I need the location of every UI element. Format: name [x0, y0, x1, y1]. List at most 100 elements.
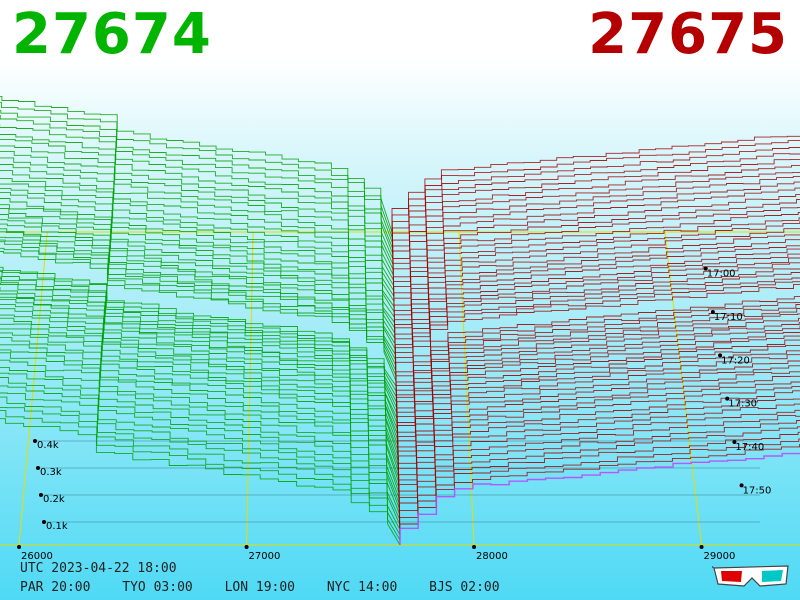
timezone-tyo: TYO 03:00	[122, 580, 193, 595]
bid-depth-line	[0, 170, 394, 291]
depth-axes: 2500026000270002800029000300000.1k0.2k0.…	[17, 266, 771, 562]
ask-depth-line	[399, 452, 800, 545]
bid-depth-line	[0, 251, 397, 381]
ask-depth-line	[399, 438, 800, 535]
time-tick-label: 17:30	[728, 399, 757, 410]
ask-depth-line	[396, 322, 800, 418]
ask-depth-line	[395, 283, 800, 381]
time-tick-mark	[732, 440, 737, 444]
bid-depth-line	[0, 223, 396, 344]
bid-depth-line	[0, 247, 397, 376]
bid-depth-line	[0, 287, 398, 418]
bid-depth-line	[0, 204, 395, 323]
bid-depth-line	[0, 277, 397, 408]
bid-depth-line	[0, 150, 394, 275]
ask-depth-line	[399, 426, 800, 524]
ask-depth-line	[398, 409, 800, 508]
bid-depth-line	[0, 328, 399, 466]
ask-depth-line	[393, 217, 800, 307]
x-tick-mark	[699, 545, 704, 549]
ask-depth-line	[392, 164, 800, 259]
time-tick-mark	[710, 310, 715, 314]
ask-depth-line	[395, 301, 800, 392]
time-tick-mark	[703, 266, 708, 271]
x-tick-mark	[472, 545, 477, 549]
bid-depth-line	[0, 269, 397, 392]
timezone-nyc: NYC 14:00	[326, 580, 398, 595]
bid-depth-line	[0, 145, 394, 270]
y-tick-mark	[39, 493, 43, 497]
ask-depth-line	[396, 325, 800, 423]
bid-depth-line	[0, 134, 394, 259]
ask-price: 27675	[588, 2, 788, 67]
ask-depth-line	[395, 304, 800, 397]
bid-depth-line	[0, 266, 397, 387]
ask-depth-line	[393, 228, 800, 317]
y-tick-label: 0.3k	[40, 467, 62, 478]
time-tick-mark	[739, 483, 744, 488]
ask-depth-line	[396, 317, 800, 413]
bid-price: 27674	[12, 2, 212, 67]
x-tick-mark	[244, 545, 249, 549]
bid-depth-line	[0, 396, 400, 530]
bid-depth-line	[0, 188, 395, 307]
bid-depth-line	[0, 418, 401, 546]
utc-time: UTC 2023-04-22 18:00	[20, 561, 177, 576]
ask-depth-line	[397, 375, 800, 476]
bid-depth-line	[0, 115, 393, 249]
bid-depth-line	[0, 323, 399, 461]
ask-depth-line	[397, 365, 800, 466]
x-grid-line	[458, 231, 475, 546]
ask-depth-line	[393, 239, 800, 328]
bid-depth-line	[0, 236, 396, 360]
ask-depth-line	[396, 335, 800, 434]
3d-glasses-icon[interactable]	[712, 562, 792, 592]
ask-depth-line	[396, 339, 800, 439]
ask-depth-line	[391, 135, 800, 232]
x-tick-label: 26000	[21, 551, 53, 562]
time-tick-label: 17:20	[721, 355, 750, 366]
timezone-lon: LON 19:00	[224, 580, 296, 595]
ask-depth-line	[392, 172, 800, 264]
bid-depth-line	[0, 337, 399, 477]
ask-depth-line	[394, 268, 800, 360]
bid-depth-line	[0, 110, 393, 243]
y-tick-mark	[36, 466, 40, 470]
bid-depth-line	[0, 385, 400, 519]
bid-depth-line	[0, 308, 398, 445]
y-tick-mark	[33, 439, 37, 443]
x-tick-mark	[17, 545, 22, 549]
ask-depth-line	[398, 390, 800, 492]
bid-depth-line	[0, 293, 398, 424]
ask-depth-line	[393, 199, 800, 291]
ask-depth-line	[395, 281, 800, 376]
y-tick-label: 0.4k	[37, 440, 59, 451]
ask-depth-line	[399, 443, 800, 540]
ask-depth-line	[394, 262, 800, 354]
bid-depth-line	[0, 124, 393, 254]
ask-depth-line	[397, 360, 800, 461]
timezone-par: PAR 20:00	[20, 580, 91, 595]
x-grid-line	[246, 231, 254, 546]
y-tick-label: 0.1k	[46, 521, 68, 532]
bid-depth-line	[0, 157, 394, 280]
bid-depth-line	[0, 95, 393, 233]
ask-depth-line	[393, 221, 800, 312]
ask-depth-line	[397, 350, 800, 450]
x-tick-label: 28000	[476, 551, 508, 562]
time-tick-label: 17:40	[735, 442, 764, 453]
ask-depth-line	[398, 386, 800, 487]
bid-depth-line	[0, 101, 393, 238]
ask-depth-line	[393, 212, 800, 301]
bid-depth-line	[0, 344, 399, 482]
bid-depth-line	[0, 239, 396, 365]
ask-depth-line	[394, 257, 800, 349]
x-grid-line	[18, 231, 48, 546]
ask-depth-line	[394, 245, 800, 333]
ask-depth-line	[397, 381, 800, 482]
bid-depth-line	[0, 208, 395, 328]
bid-depth-line	[0, 359, 400, 498]
ask-depth-line	[394, 253, 800, 344]
bid-depth-line	[0, 377, 400, 514]
